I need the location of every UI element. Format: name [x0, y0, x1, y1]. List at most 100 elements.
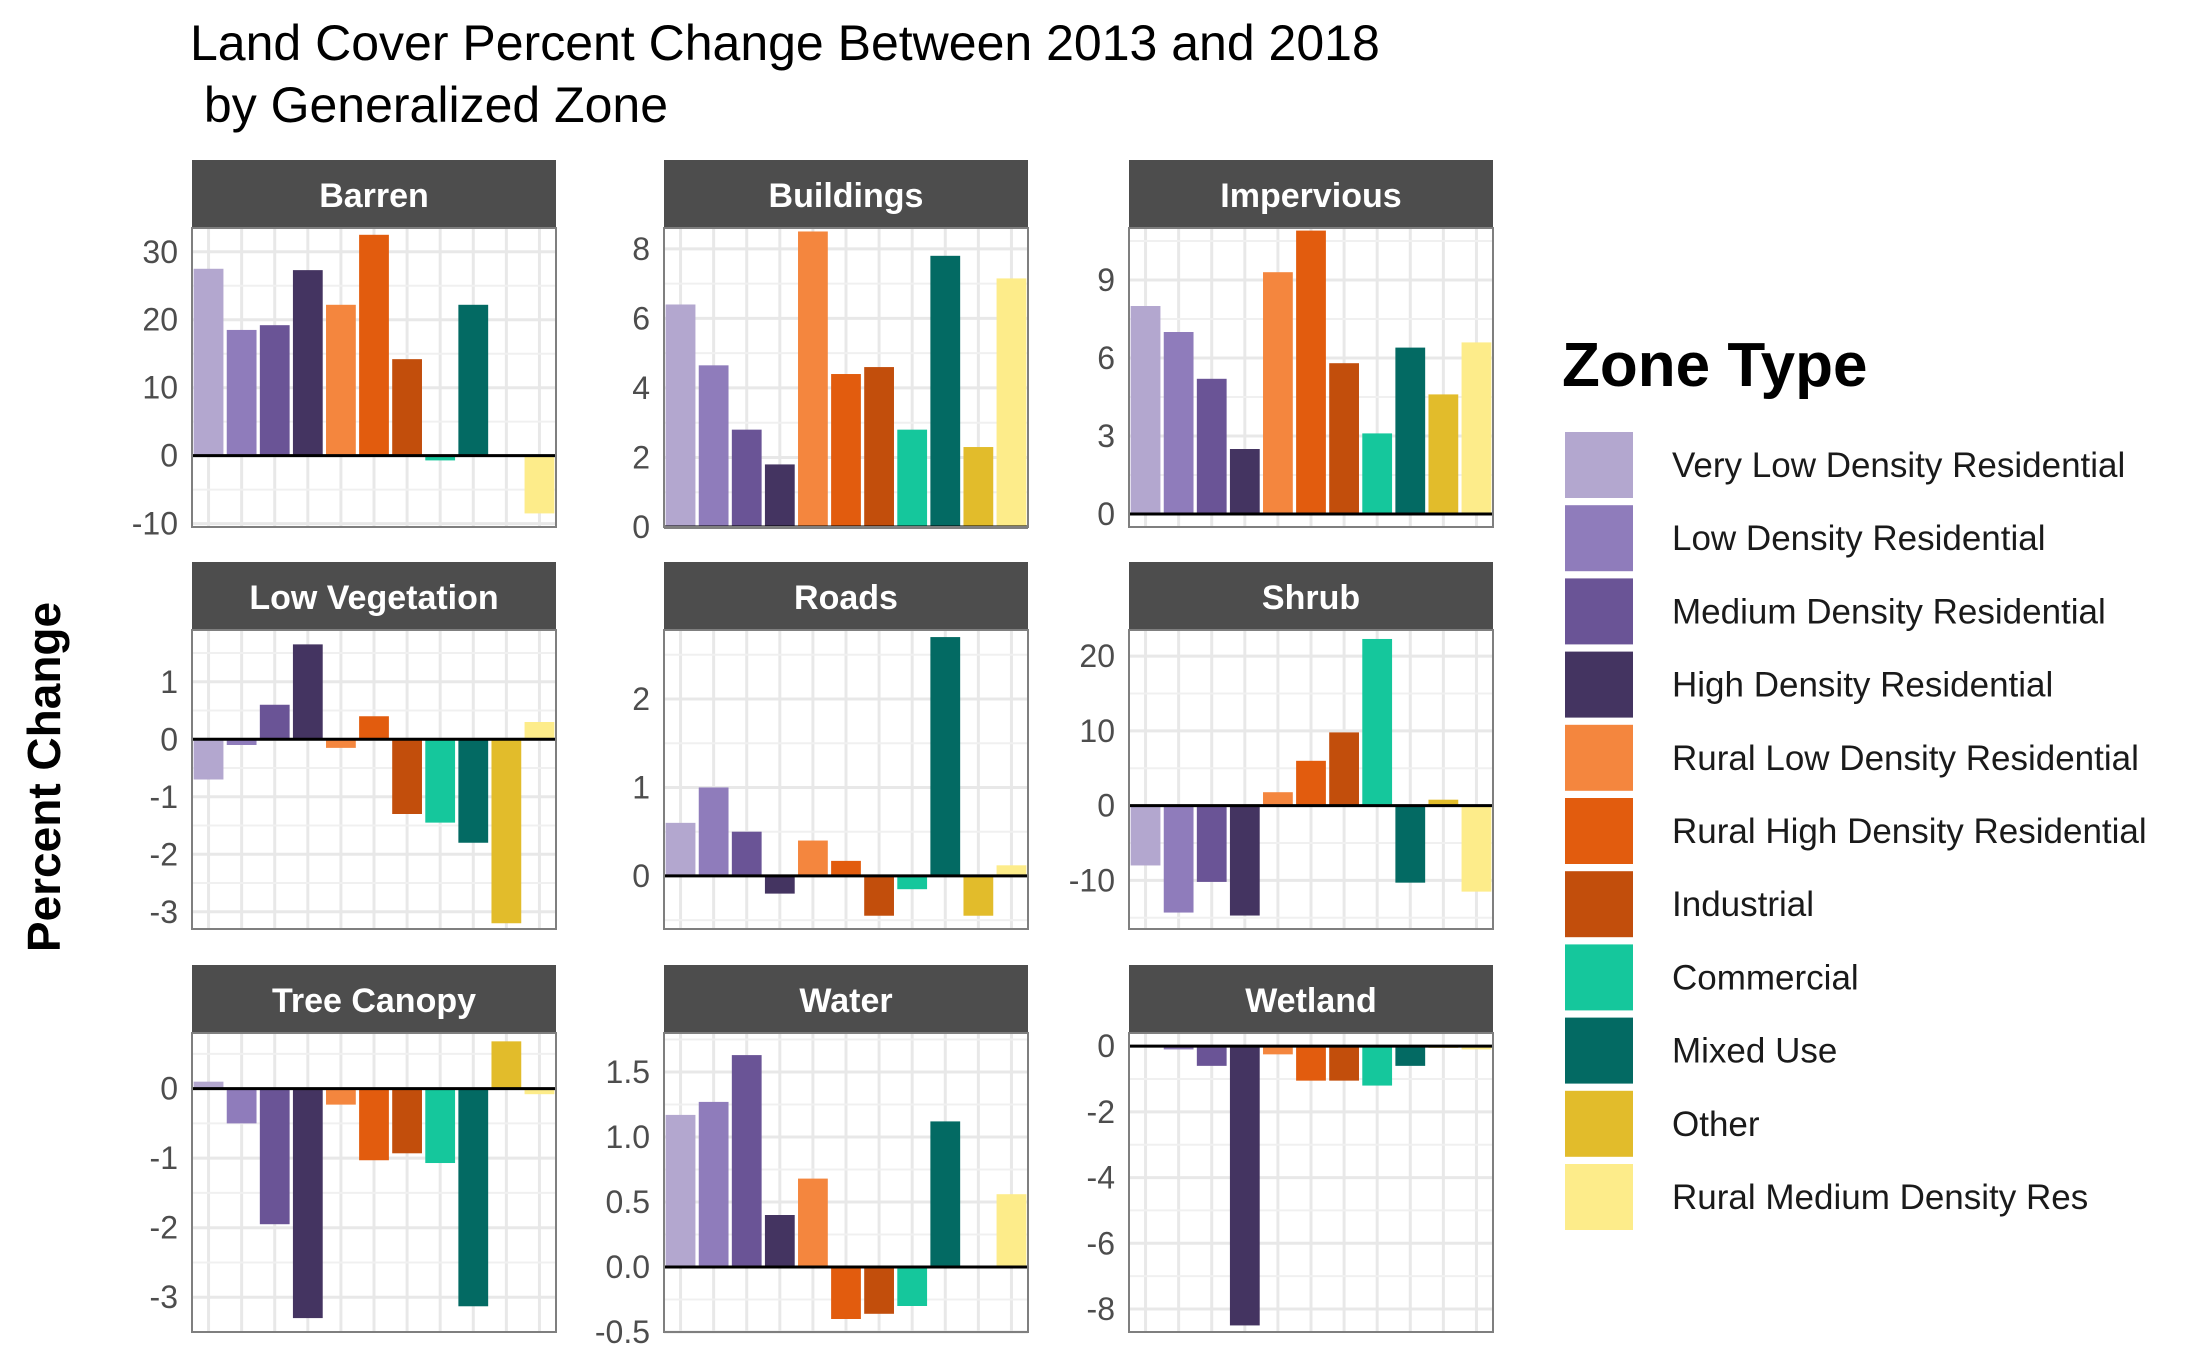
- panel-buildings: Buildings 8 6 4 2 0: [632, 160, 1029, 545]
- bar-shrub-very-low-density-residential: [1130, 805, 1161, 866]
- bar-low-vegetation-rural-low-density-residential: [326, 739, 356, 748]
- legend-label-very-low-density-residential: Very Low Density Residential: [1672, 446, 2125, 485]
- y-tick-label-low-vegetation: 0: [160, 721, 178, 757]
- bar-shrub-commercial: [1362, 638, 1393, 806]
- bar-wetland-commercial: [1362, 1046, 1393, 1086]
- bar-impervious-industrial: [1329, 363, 1359, 514]
- legend-item-industrial: Industrial: [1565, 871, 1814, 938]
- y-tick-label-wetland: -6: [1087, 1225, 1115, 1261]
- bar-buildings-mixed-use: [930, 255, 961, 527]
- y-tick-label-low-vegetation: -1: [150, 779, 178, 815]
- strip-label-water: Water: [799, 982, 892, 1020]
- legend-item-rural-high-density-residential: Rural High Density Residential: [1565, 798, 2147, 864]
- legend-key-rural-high-density-residential: [1565, 798, 1633, 864]
- strip-roads: [664, 562, 1028, 630]
- bar-roads-rural-low-density-residential: [798, 840, 828, 876]
- y-tick-label-impervious: 0: [1097, 496, 1115, 532]
- y-tick-label-wetland: -4: [1087, 1160, 1115, 1196]
- y-tick-label-roads: 0: [632, 858, 650, 894]
- legend-item-medium-density-residential: Medium Density Residential: [1565, 578, 2106, 645]
- y-tick-label-barren: -10: [132, 506, 178, 542]
- bar-barren-rural-medium-density-res: [524, 455, 555, 514]
- legend-label-rural-low-density-residential: Rural Low Density Residential: [1672, 739, 2139, 778]
- chart-title-line-2: by Generalized Zone: [190, 77, 668, 133]
- panel-frame-roads: [663, 629, 1029, 930]
- bar-wetland-rural-low-density-residential: [1263, 1046, 1293, 1055]
- bar-buildings-commercial: [897, 429, 928, 527]
- panel-water: Water 1.5 1.0 0.5 0.0 -0.5: [595, 965, 1029, 1350]
- y-tick-label-water: 1.0: [606, 1119, 650, 1155]
- strip-label-impervious: Impervious: [1220, 177, 1401, 215]
- legend-key-medium-density-residential: [1565, 578, 1633, 645]
- panel-frame-tree-canopy: [191, 1032, 557, 1333]
- legend-title: Zone Type: [1562, 331, 1867, 400]
- bar-roads-high-density-residential: [764, 875, 795, 894]
- bar-water-very-low-density-residential: [665, 1114, 696, 1267]
- legend-label-medium-density-residential: Medium Density Residential: [1672, 592, 2106, 631]
- legend-item-rural-low-density-residential: Rural Low Density Residential: [1565, 724, 2139, 791]
- y-tick-label-roads: 2: [632, 681, 650, 717]
- bar-impervious-high-density-residential: [1229, 449, 1260, 514]
- y-tick-label-barren: 0: [160, 438, 178, 474]
- chart-title: Land Cover Percent Change Between 2013 a…: [190, 15, 1380, 133]
- strip-wetland: [1129, 965, 1493, 1033]
- legend-item-very-low-density-residential: Very Low Density Residential: [1565, 432, 2125, 498]
- legend-key-very-low-density-residential: [1565, 432, 1633, 498]
- y-tick-label-barren: 10: [142, 370, 178, 406]
- strip-tree-canopy: [192, 965, 556, 1033]
- bar-tree-canopy-mixed-use: [458, 1088, 489, 1307]
- y-tick-label-water: 1.5: [606, 1054, 650, 1090]
- bar-shrub-industrial: [1329, 732, 1359, 806]
- panel-wetland: Wetland 0 -2 -4 -6 -8: [1087, 965, 1494, 1333]
- legend-items: Very Low Density Residential Low Density …: [1565, 432, 2147, 1230]
- bar-impervious-rural-low-density-residential: [1263, 272, 1293, 514]
- panel-frame-water: [663, 1032, 1029, 1333]
- bar-wetland-mixed-use: [1395, 1046, 1426, 1066]
- bar-wetland-rural-medium-density-res: [1461, 1046, 1492, 1050]
- bar-buildings-other: [963, 447, 994, 527]
- bar-wetland-industrial: [1329, 1046, 1359, 1081]
- y-axis-label: Percent Change: [18, 602, 70, 952]
- y-tick-label-barren: 30: [142, 234, 178, 270]
- bar-low-vegetation-mixed-use: [458, 739, 489, 843]
- bar-shrub-other: [1428, 799, 1459, 806]
- bar-barren-mixed-use: [458, 304, 489, 456]
- panel-frame-buildings: [663, 227, 1029, 528]
- bar-barren-medium-density-residential: [259, 325, 290, 456]
- y-tick-label-tree-canopy: -2: [150, 1210, 178, 1246]
- bar-impervious-low-density-residential: [1163, 332, 1194, 514]
- panel-barren: Barren 30 20 10 0 -10: [132, 160, 557, 542]
- legend-item-other: Other: [1565, 1090, 1760, 1157]
- bar-wetland-high-density-residential: [1229, 1046, 1260, 1326]
- legend-item-rural-medium-density-res: Rural Medium Density Res: [1565, 1164, 2088, 1230]
- bar-low-vegetation-other: [491, 739, 522, 924]
- legend-key-other: [1565, 1090, 1633, 1157]
- y-tick-label-roads: 1: [632, 769, 650, 805]
- bar-buildings-medium-density-residential: [731, 429, 762, 527]
- y-tick-label-buildings: 8: [632, 231, 650, 267]
- legend-label-commercial: Commercial: [1672, 958, 1859, 997]
- legend-key-mixed-use: [1565, 1017, 1633, 1084]
- bar-impervious-other: [1428, 394, 1459, 514]
- strip-shrub: [1129, 562, 1493, 630]
- bar-shrub-rural-low-density-residential: [1263, 792, 1293, 806]
- bar-barren-low-density-residential: [226, 329, 257, 456]
- bar-water-commercial: [897, 1267, 928, 1306]
- y-tick-label-impervious: 9: [1097, 262, 1115, 298]
- legend-label-mixed-use: Mixed Use: [1672, 1032, 1837, 1071]
- strip-water: [664, 965, 1028, 1033]
- legend: Zone Type Very Low Density Residential Lo…: [1562, 331, 2147, 1230]
- bar-water-rural-high-density-residential: [831, 1267, 861, 1319]
- panel-frame-wetland: [1128, 1032, 1494, 1333]
- bar-water-industrial: [864, 1267, 894, 1314]
- y-tick-label-impervious: 3: [1097, 418, 1115, 454]
- bar-buildings-high-density-residential: [764, 464, 795, 527]
- bar-tree-canopy-other: [491, 1041, 522, 1089]
- strip-barren: [192, 160, 556, 228]
- panel-frame-low-vegetation: [191, 629, 557, 930]
- bar-low-vegetation-high-density-residential: [292, 644, 323, 740]
- bar-water-rural-low-density-residential: [798, 1178, 828, 1267]
- bar-shrub-mixed-use: [1395, 805, 1426, 883]
- legend-label-low-density-residential: Low Density Residential: [1672, 519, 2046, 558]
- bar-roads-low-density-residential: [698, 787, 729, 876]
